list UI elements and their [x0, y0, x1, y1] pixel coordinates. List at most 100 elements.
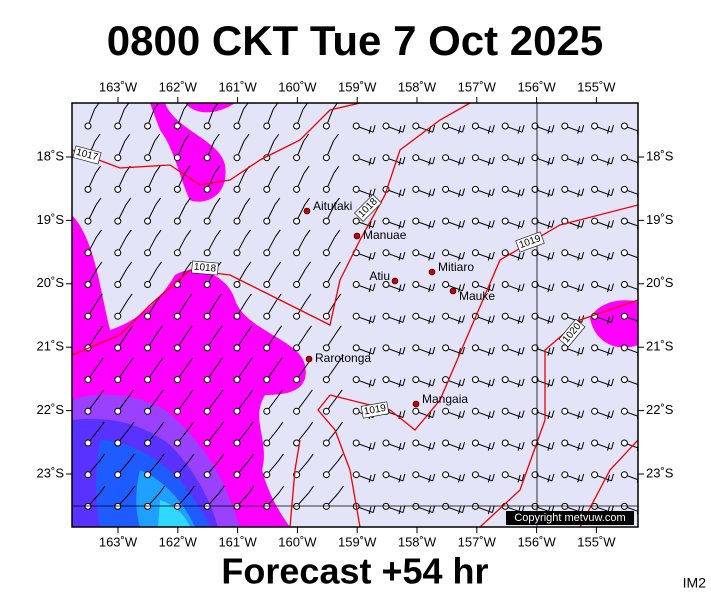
wind-barb: [531, 439, 555, 451]
wind-barb: [561, 376, 585, 388]
barb-flag: [217, 421, 224, 430]
barb-flag: [547, 157, 551, 166]
wind-barb: [501, 281, 525, 293]
barb-flag: [487, 221, 491, 229]
station: [144, 281, 152, 288]
station: [173, 344, 181, 352]
barb-flag: [277, 421, 284, 430]
wind-barb: [233, 261, 252, 288]
station: [114, 185, 122, 193]
barb-flag: [432, 505, 436, 513]
barb-flag: [432, 156, 436, 165]
barb-flag: [491, 346, 495, 355]
station: [114, 407, 122, 415]
barb-flag: [577, 347, 581, 356]
station: [531, 185, 539, 193]
station: [501, 407, 509, 415]
barb-flag: [155, 197, 162, 206]
station: [84, 471, 92, 479]
wind-barb: [322, 421, 343, 447]
isobars: [72, 103, 638, 527]
station: [591, 217, 599, 225]
wind-barb: [531, 185, 555, 198]
wind-barb: [263, 229, 281, 257]
barb-flag: [159, 485, 166, 494]
lat-label: 23˚S: [37, 465, 65, 480]
wind-barb: [382, 439, 406, 451]
barb-flag: [458, 221, 461, 229]
barb-flag: [277, 389, 283, 398]
barb-flag: [215, 229, 222, 238]
barb-flag: [521, 251, 525, 260]
station: [561, 439, 569, 447]
wind-barb: [293, 261, 311, 288]
wind-barb: [412, 281, 436, 293]
barb-flag: [428, 189, 432, 198]
station: [501, 471, 509, 479]
station: [382, 439, 390, 447]
barb-flag: [607, 252, 610, 261]
station: [263, 376, 271, 384]
wind-barb: [501, 154, 525, 166]
wind-barb: [114, 197, 132, 225]
station: [471, 281, 479, 288]
station: [203, 407, 211, 415]
station: [322, 344, 330, 352]
wind-barb: [561, 154, 585, 166]
station: [144, 154, 152, 162]
barb-flag: [607, 157, 610, 166]
wind-barb: [84, 229, 102, 257]
wind-barb: [114, 453, 135, 479]
wind-barb: [114, 421, 135, 447]
station: [591, 376, 599, 384]
lon-label: 161˚W: [218, 534, 257, 549]
barb-flag: [243, 133, 250, 142]
barb-flag: [521, 188, 525, 196]
barb-flag: [428, 316, 432, 325]
barb-flag: [458, 506, 461, 515]
wind-barb: [352, 154, 376, 166]
barb-flag: [458, 252, 461, 261]
station: [293, 376, 301, 384]
station: [591, 471, 599, 479]
barb-flag: [611, 473, 614, 482]
station: [382, 312, 390, 320]
station: [620, 122, 628, 130]
barb-flag: [188, 453, 195, 462]
barb-flag: [402, 125, 406, 133]
wind-barb: [233, 197, 251, 225]
wind-barb: [203, 133, 220, 162]
station: [173, 122, 181, 130]
wind-barb: [471, 217, 495, 229]
isobar: [317, 394, 361, 527]
station: [382, 281, 390, 288]
barb-flag: [303, 133, 310, 142]
station: [620, 281, 628, 288]
barb-flag: [458, 379, 461, 388]
barb-flag: [248, 453, 255, 462]
station: [203, 312, 211, 320]
wind-barb: [591, 407, 614, 420]
wind-barb: [233, 421, 254, 447]
barb-flag: [402, 378, 406, 386]
lon-label: 159˚W: [338, 79, 377, 94]
lon-label: 162˚W: [159, 79, 198, 94]
station: [561, 312, 569, 320]
barb-flag: [402, 156, 406, 165]
wind-barb: [412, 154, 436, 166]
barb-flag: [303, 165, 310, 174]
barb-flag: [216, 325, 223, 334]
station: [412, 185, 420, 193]
barb-flag: [551, 283, 555, 291]
barb-flag: [338, 485, 344, 494]
barb-flag: [246, 293, 252, 302]
lon-label: 158˚W: [398, 79, 437, 94]
barb-flag: [607, 126, 610, 134]
station: [203, 281, 211, 288]
wind-barb: [144, 261, 162, 288]
map-area: Aitutaki Manuae Atiu Mitiaro Mauke Rarotonga M…: [72, 103, 638, 527]
wind-barb: [471, 376, 495, 388]
barb-flag: [184, 133, 190, 142]
wind-barb: [382, 122, 406, 134]
